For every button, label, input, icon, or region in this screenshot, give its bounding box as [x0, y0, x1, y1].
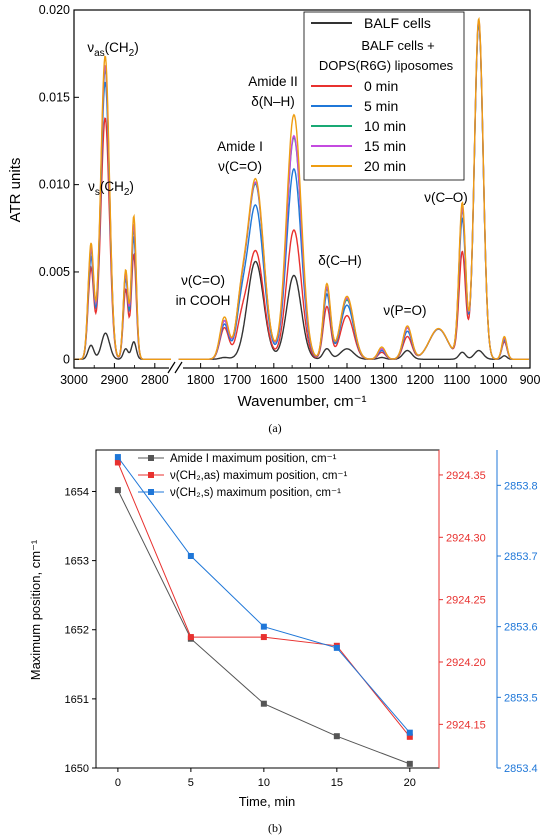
legend-label: 0 min	[364, 78, 398, 94]
annotation-amide-ii-line2: δ(N–H)	[251, 94, 295, 109]
legend-b-label: ν(CH₂,s) maximum position, cm⁻¹	[170, 487, 341, 499]
y-right1-tick-label: 2924.30	[446, 532, 486, 544]
x-tick-label: 1700	[223, 373, 251, 387]
y-left-tick-label: 1653	[65, 556, 89, 568]
series-point-0	[333, 733, 340, 740]
x-tick-label: 1800	[187, 373, 215, 387]
series-line-1	[117, 462, 411, 738]
spectrum-20-min-right	[178, 16, 529, 360]
legend-b: Amide I maximum position, cm⁻¹ ν(CH₂,as) …	[138, 453, 347, 499]
spectrum-series-group	[74, 16, 529, 360]
spectrum-chart: 3000 2900 2800 1800 1700 1600 1500 1400 1300 1200…	[7, 3, 540, 435]
y-axis-label-b: Maximum position, cm⁻¹	[28, 539, 43, 680]
legend-label: 15 min	[364, 138, 406, 154]
series-point-1	[114, 459, 121, 466]
y-right1-tick-label: 2924.25	[446, 595, 486, 607]
y-right1-tick-label: 2924.15	[446, 719, 486, 731]
x-tick-label: 1000	[479, 373, 507, 387]
x-tick-label: 2900	[100, 373, 128, 387]
series-point-1	[406, 733, 413, 740]
spectrum-20-min-left	[74, 55, 171, 360]
series-point-2	[187, 553, 194, 559]
x-tick-label: 3000	[60, 373, 88, 387]
x-tick-label: 1400	[333, 373, 361, 387]
y-left-tick-label: 1652	[65, 625, 89, 637]
legend-b-marker	[148, 455, 154, 461]
band-annotations: νas(CH2) νs(CH2) Amide II δ(N–H) Amide I ν(C=…	[87, 40, 467, 318]
annotation-amide-i-line1: Amide I	[217, 139, 263, 154]
x-axis-label-b: Time, min	[239, 794, 296, 809]
y-right1-tick-label: 2924.35	[446, 470, 486, 482]
y-right2-tick-label: 2853.4	[504, 763, 538, 775]
series-point-1	[260, 634, 267, 641]
legend-header: BALF cells +	[361, 38, 434, 53]
x-tick-label-b: 0	[115, 777, 121, 789]
x-tick-label: 1600	[260, 373, 288, 387]
legend-header-2: DOPS(R6G) liposomes	[319, 58, 454, 73]
y-left-tick-label: 1650	[65, 763, 89, 775]
legend-label: BALF cells	[364, 15, 431, 31]
y-tick-label: 0.020	[39, 3, 70, 17]
x-tick-label-b: 10	[258, 777, 270, 789]
annotation-amide-i-line2: ν(C=O)	[218, 159, 262, 174]
series-point-0	[260, 700, 267, 707]
legend-b-label: ν(CH₂,as) maximum position, cm⁻¹	[170, 470, 347, 482]
y-right2-tick-label: 2853.6	[504, 622, 538, 634]
x-tick-label: 1100	[443, 373, 470, 387]
y-left-tick-label: 1654	[65, 486, 89, 498]
y-left-tick-label: 1651	[65, 694, 89, 706]
series-point-0	[114, 487, 121, 494]
spectrum-axes: 3000 2900 2800 1800 1700 1600 1500 1400 1300 1200…	[39, 3, 541, 387]
annotation-po-line1: ν(P=O)	[383, 303, 426, 318]
panel-b-label: (b)	[268, 821, 282, 835]
y-right2-tick-label: 2853.7	[504, 551, 538, 563]
annotation-ch-bend-line1: δ(C–H)	[318, 253, 362, 268]
y-right2-tick-label: 2853.8	[504, 480, 538, 492]
annotation-nu-as-ch2: νas(CH2)	[87, 40, 138, 59]
series-point-2	[333, 644, 340, 651]
x-tick-label-b: 20	[404, 777, 416, 789]
axis-break-mark	[167, 360, 183, 374]
y-right2-tick-label: 2853.5	[504, 692, 538, 704]
legend-b-label: Amide I maximum position, cm⁻¹	[170, 453, 337, 465]
annotation-co-line1: ν(C–O)	[424, 190, 468, 205]
x-tick-label: 1500	[297, 373, 325, 387]
legend-b-marker	[148, 489, 154, 495]
plot-frame	[73, 9, 531, 369]
annotation-amide-ii-line1: Amide II	[248, 74, 298, 89]
peak-position-axes: 0 5 10 15 20 1650 1651 1652 1653 1654 2924.15 2924.…	[65, 450, 538, 789]
y-right1-tick-label: 2924.20	[446, 657, 486, 669]
x-axis-label: Wavenumber, cm⁻¹	[237, 393, 366, 410]
x-tick-label: 1200	[406, 373, 434, 387]
peak-position-series-group	[114, 454, 413, 767]
y-tick-label: 0.015	[39, 90, 70, 104]
x-tick-label: 2800	[141, 373, 169, 387]
annotation-cooh-line2: in COOH	[176, 293, 231, 308]
peak-position-chart: 0 5 10 15 20 1650 1651 1652 1653 1654 2924.15 2924.…	[28, 449, 538, 835]
annotation-nu-s-ch2: νs(CH2)	[88, 179, 134, 198]
y-tick-label: 0.010	[39, 178, 70, 192]
annotation-cooh-line1: ν(C=O)	[181, 273, 225, 288]
series-point-2	[260, 623, 267, 630]
spectrum-balf-cells-right	[178, 260, 529, 360]
x-tick-label: 900	[520, 373, 541, 387]
x-tick-label-b: 5	[188, 777, 194, 789]
legend: BALF cells BALF cells + DOPS(R6G) liposome…	[303, 11, 465, 181]
series-point-2	[406, 729, 413, 736]
y-tick-label: 0	[63, 352, 70, 366]
legend-label: 5 min	[364, 98, 398, 114]
y-tick-label: 0.005	[39, 265, 70, 279]
series-point-1	[187, 634, 194, 641]
legend-b-marker	[148, 472, 154, 478]
series-point-0	[406, 760, 413, 767]
panel-a-label: (a)	[268, 421, 281, 435]
legend-label: 10 min	[364, 118, 406, 134]
legend-label: 20 min	[364, 158, 406, 174]
x-tick-label: 1300	[370, 373, 398, 387]
y-axis-label: ATR units	[7, 158, 24, 223]
x-tick-label-b: 15	[331, 777, 343, 789]
series-point-2	[114, 454, 121, 461]
